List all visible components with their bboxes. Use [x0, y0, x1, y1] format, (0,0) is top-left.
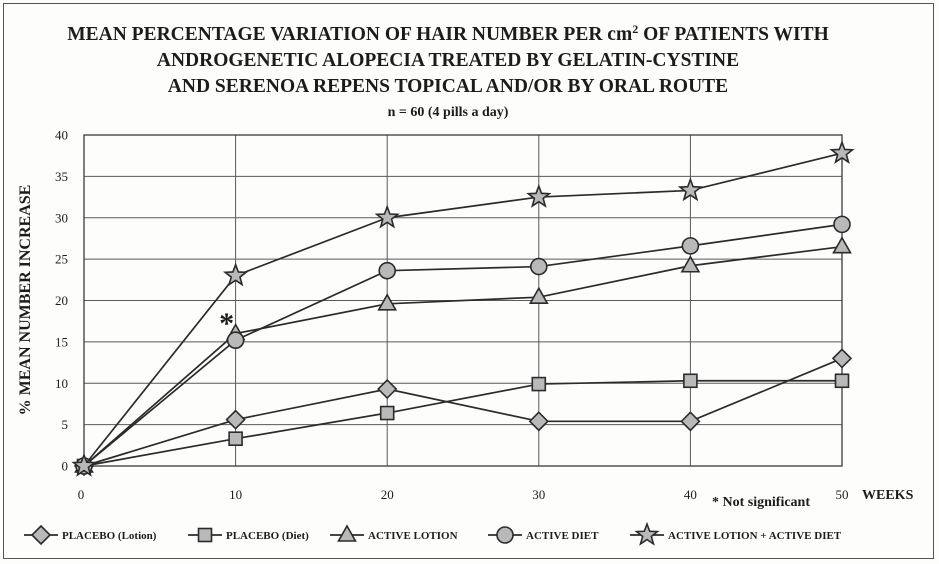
title-line-1: MEAN PERCENTAGE VARIATION OF HAIR NUMBER… [67, 24, 632, 45]
data-point [526, 183, 552, 208]
data-point [832, 236, 852, 254]
series-diamond [73, 348, 853, 477]
legend-label: ACTIVE DIET [526, 530, 599, 542]
legend-marker-star-icon [634, 521, 660, 546]
data-point [226, 331, 245, 350]
svg-text:MEAN PERCENTAGE VARIATION OF H: MEAN PERCENTAGE VARIATION OF HAIR NUMBER… [67, 22, 829, 45]
y-tick-label: 5 [62, 417, 69, 432]
series-star [71, 139, 855, 477]
data-point [374, 204, 400, 229]
y-tick-label: 15 [55, 334, 68, 349]
series-line [83, 223, 843, 467]
x-axis-label: WEEKS [862, 488, 914, 503]
data-point [680, 411, 701, 432]
y-tick-label: 35 [55, 169, 68, 184]
legend-marker-circle-icon [496, 526, 514, 544]
plot-area: 0 5 10 15 20 25 30 35 40 0 10 20 30 40 50 * [55, 128, 855, 502]
data-point [228, 431, 243, 446]
y-axis-ticks: 0 5 10 15 20 25 30 35 40 [55, 128, 68, 474]
x-axis-ticks: 0 10 20 30 40 50 [78, 487, 849, 502]
data-point [71, 452, 97, 477]
legend-label: PLACEBO (Lotion) [62, 530, 157, 542]
data-point [680, 255, 701, 273]
data-point [531, 376, 547, 392]
data-point [528, 286, 549, 304]
series-line [83, 245, 843, 467]
data-point [528, 411, 549, 432]
data-point [677, 177, 704, 202]
data-point [378, 261, 397, 280]
legend-item: PLACEBO (Diet) [188, 527, 309, 543]
x-tick-label: 20 [381, 487, 394, 502]
data-point [377, 293, 398, 311]
legend-label: ACTIVE LOTION [368, 530, 458, 542]
legend: PLACEBO (Lotion) PLACEBO (Diet) ACTIVE LOT… [24, 521, 842, 546]
series-circle [75, 215, 851, 475]
y-tick-label: 10 [55, 376, 68, 391]
y-tick-label: 40 [55, 128, 68, 143]
legend-marker-square-icon [197, 527, 213, 543]
y-axis-label: % MEAN NUMBER INCREASE [17, 185, 34, 416]
title-line-1-tail: OF PATIENTS WITH [638, 24, 829, 45]
y-tick-label: 30 [55, 210, 68, 225]
series-square [76, 373, 850, 474]
title-superscript: 2 [632, 22, 638, 36]
series-triangle [74, 236, 852, 473]
chart-title: MEAN PERCENTAGE VARIATION OF HAIR NUMBER… [67, 22, 829, 120]
x-tick-label: 40 [684, 487, 697, 502]
data-point [377, 378, 398, 400]
x-tick-label: 50 [836, 487, 849, 502]
data-point [681, 237, 700, 255]
legend-item: PLACEBO (Lotion) [24, 524, 157, 546]
series-line [83, 357, 843, 467]
title-line-2: ANDROGENETIC ALOPECIA TREATED BY GELATIN… [157, 50, 739, 71]
data-point [829, 139, 855, 164]
legend-item: ACTIVE DIET [488, 526, 599, 544]
data-point [833, 215, 851, 234]
y-tick-label: 20 [55, 293, 68, 308]
data-point [831, 348, 853, 369]
not-significant-note: * Not significant [712, 495, 810, 510]
y-tick-label: 25 [55, 252, 68, 267]
chart-subtitle: n = 60 (4 pills a day) [388, 105, 509, 120]
plot-border [83, 134, 843, 467]
x-tick-label: 30 [532, 487, 545, 502]
series-line [83, 152, 843, 467]
data-point [225, 409, 246, 430]
data-point [529, 257, 548, 276]
legend-item: ACTIVE LOTION + ACTIVE DIET [630, 521, 842, 546]
x-tick-label: 10 [229, 487, 242, 502]
legend-label: PLACEBO (Diet) [226, 530, 309, 542]
data-point [379, 405, 395, 421]
x-tick-label: 0 [78, 487, 85, 502]
series-line [83, 379, 842, 467]
legend-label: ACTIVE LOTION + ACTIVE DIET [668, 530, 842, 542]
chart-frame [3, 3, 934, 559]
data-point [683, 373, 698, 389]
data-point [834, 373, 850, 389]
data-point [222, 262, 249, 287]
legend-item: ACTIVE LOTION [330, 524, 458, 542]
significance-asterisk: * [219, 307, 234, 340]
legend-marker-triangle-icon [337, 524, 357, 542]
title-line-3: AND SERENOA REPENS TOPICAL AND/OR BY ORA… [168, 76, 728, 97]
legend-marker-diamond-icon [30, 524, 52, 546]
y-tick-label: 0 [62, 459, 69, 474]
